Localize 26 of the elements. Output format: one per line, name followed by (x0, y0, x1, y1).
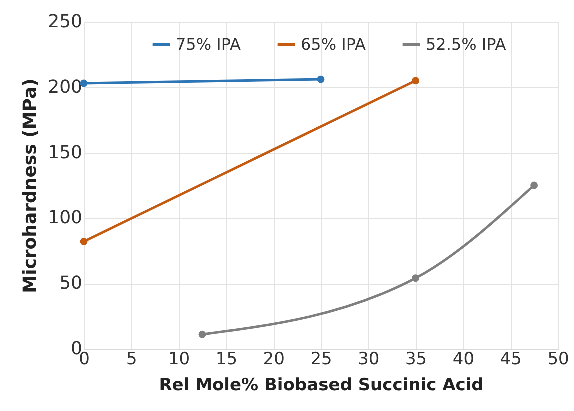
legend-label: 52.5% IPA (426, 34, 506, 54)
x-tick-label: 40 (452, 350, 475, 370)
x-tick-label: 10 (168, 350, 190, 370)
point (412, 274, 420, 282)
x-tick-label: 45 (500, 350, 522, 370)
x-tick-label: 50 (548, 350, 570, 370)
y-tick-label: 200 (48, 76, 82, 98)
y-tick-label: 150 (48, 142, 82, 164)
point (198, 330, 206, 338)
legend-label: 65% IPA (301, 34, 366, 54)
point (530, 182, 538, 190)
point (412, 77, 420, 85)
y-tick-label: 100 (48, 208, 82, 229)
x-tick-label: 5 (126, 350, 138, 370)
x-tick-label: 35 (405, 350, 428, 370)
x-axis-title: Rel Mole% Biobased Succinic Acid (159, 376, 484, 396)
x-tick-label: 20 (263, 350, 285, 370)
point (80, 238, 88, 246)
x-tick-label: 30 (358, 350, 380, 370)
y-axis-title: Microhardness (MPa) (20, 78, 42, 294)
x-tick-label: 15 (216, 350, 238, 370)
y-tick-label: 250 (48, 12, 82, 32)
y-tick-label: 50 (60, 273, 82, 294)
legend-label: 75% IPA (176, 34, 241, 54)
x-tick-label: 25 (310, 350, 332, 370)
point (317, 76, 325, 84)
